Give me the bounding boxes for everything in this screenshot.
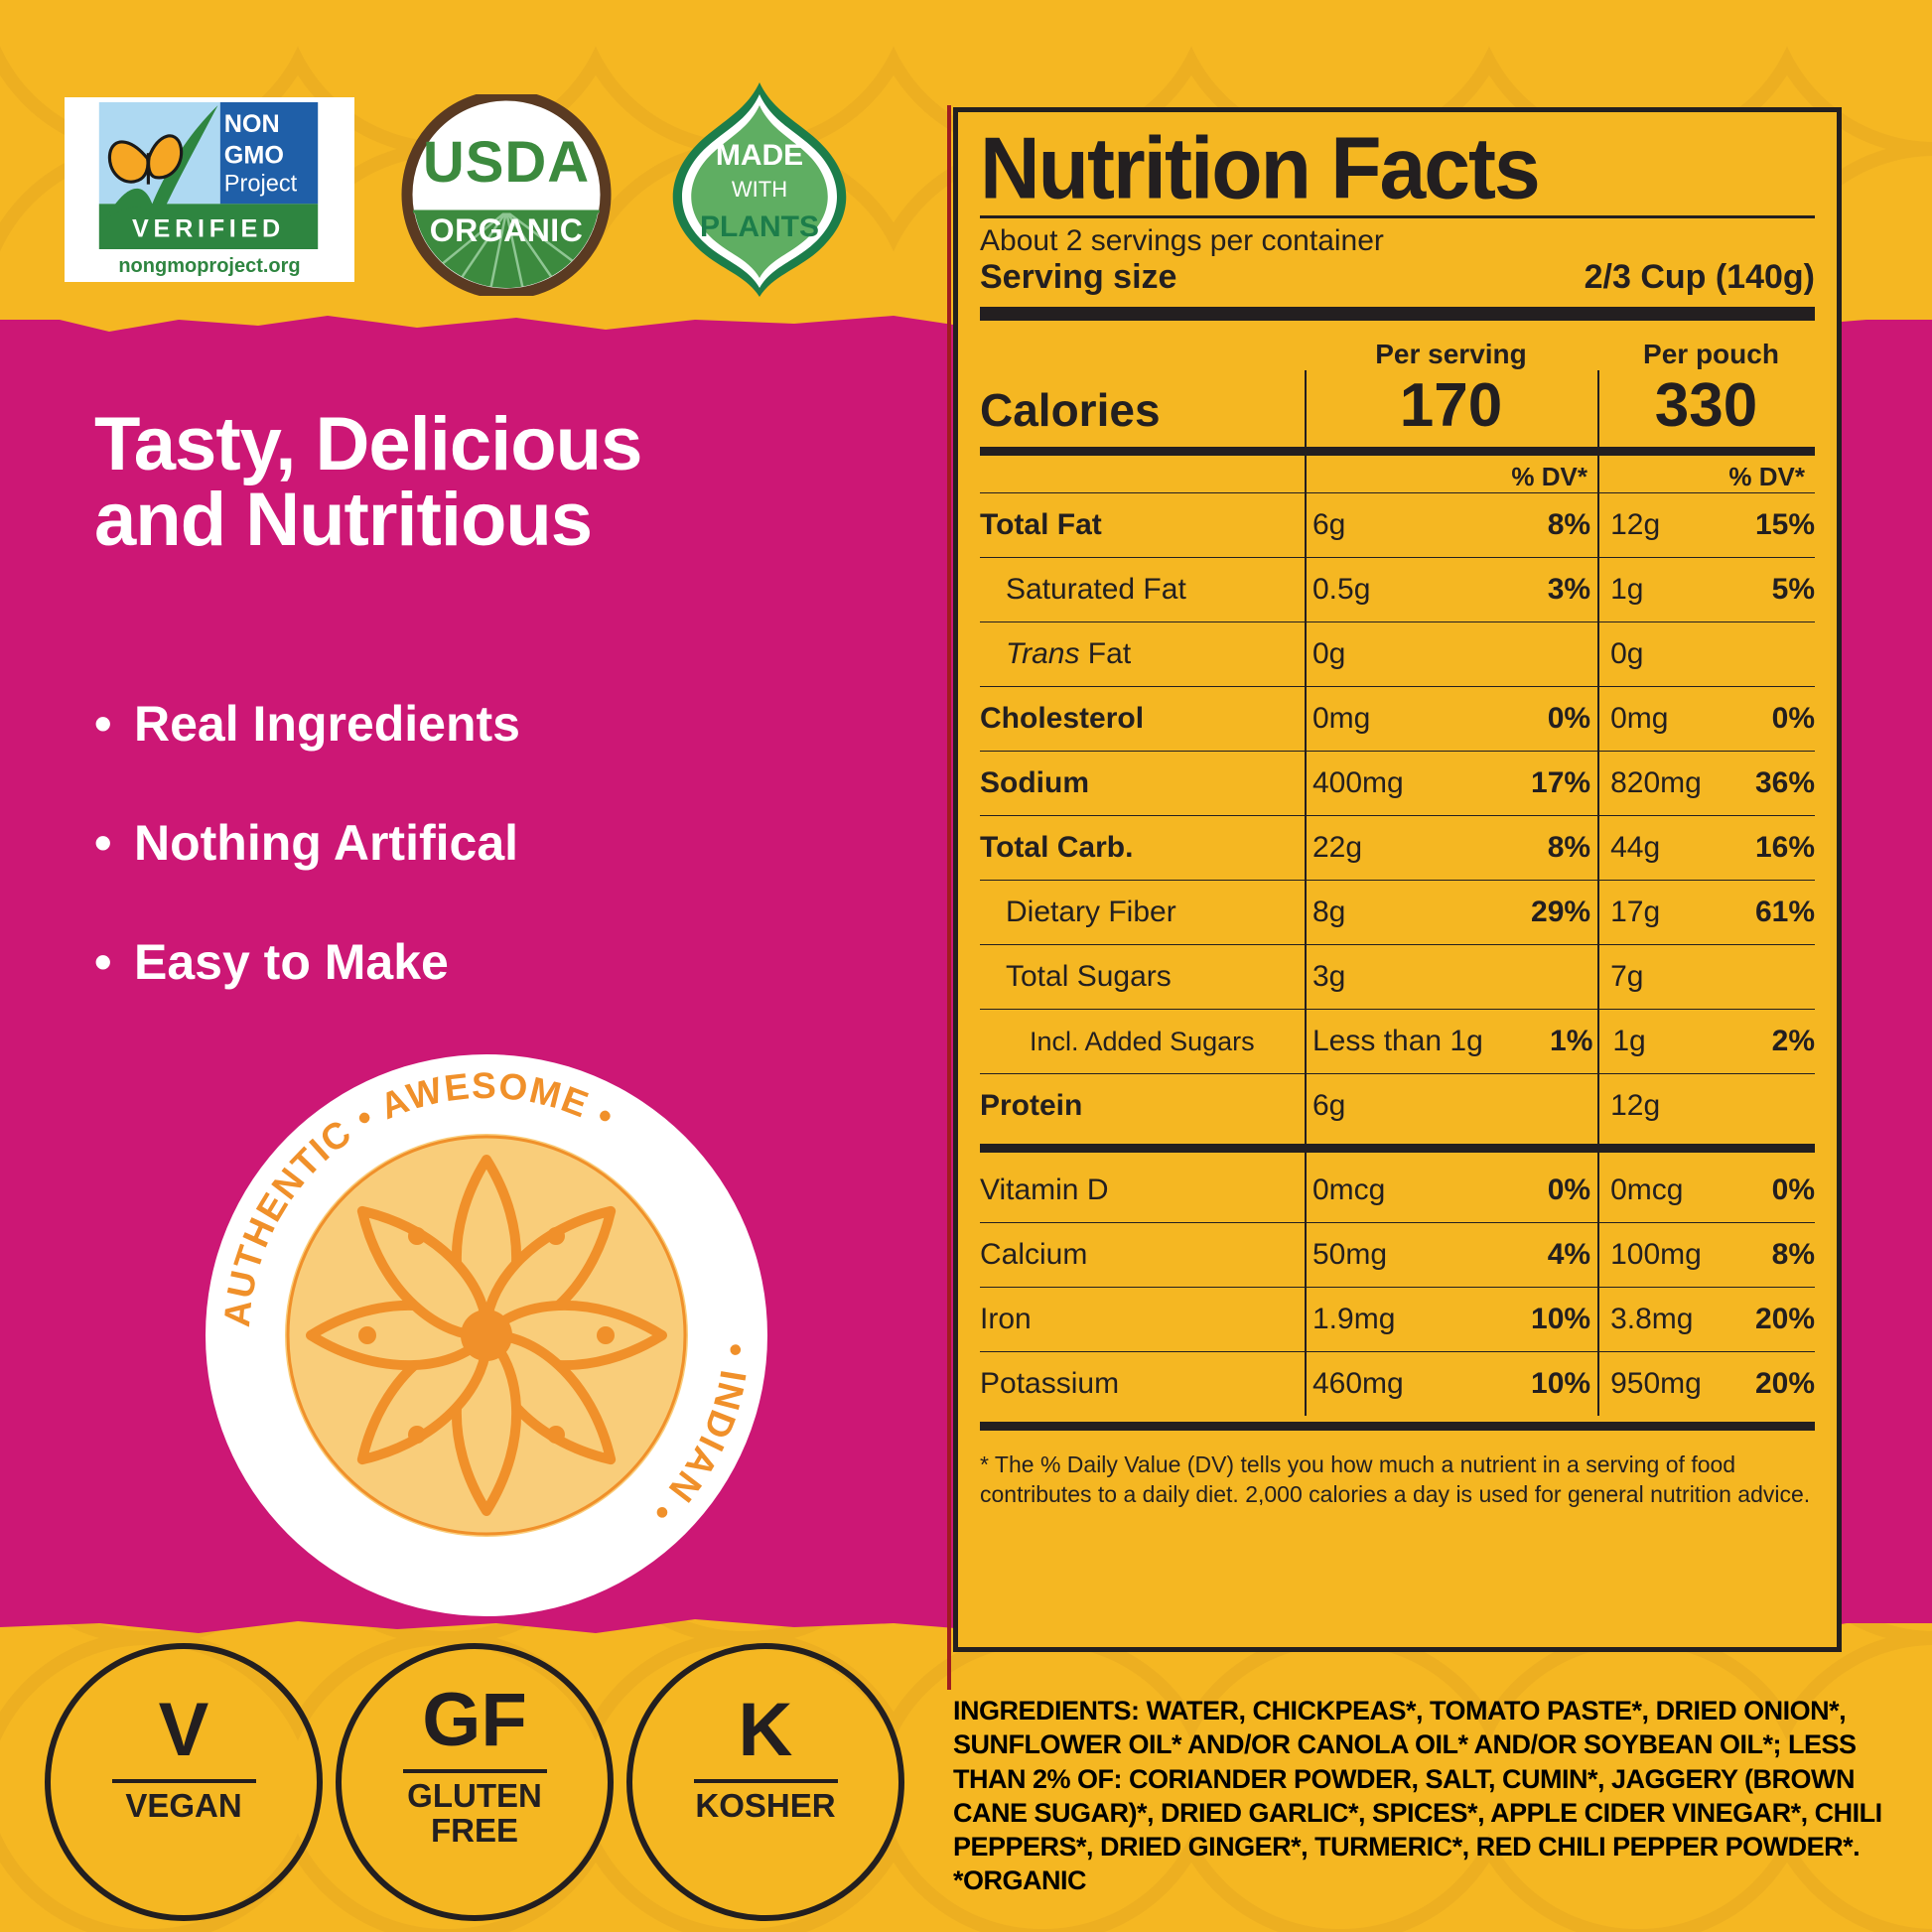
svg-text:NON: NON — [224, 110, 280, 138]
svg-text:GMO: GMO — [224, 141, 284, 169]
svg-text:MADE: MADE — [716, 139, 803, 172]
svg-text:USDA: USDA — [423, 130, 590, 195]
svg-text:ORGANIC: ORGANIC — [430, 212, 584, 248]
svg-text:VERIFIED: VERIFIED — [132, 214, 285, 242]
svg-text:WITH: WITH — [732, 177, 787, 202]
svg-text:PLANTS: PLANTS — [700, 210, 819, 243]
svg-text:Project: Project — [224, 172, 298, 198]
